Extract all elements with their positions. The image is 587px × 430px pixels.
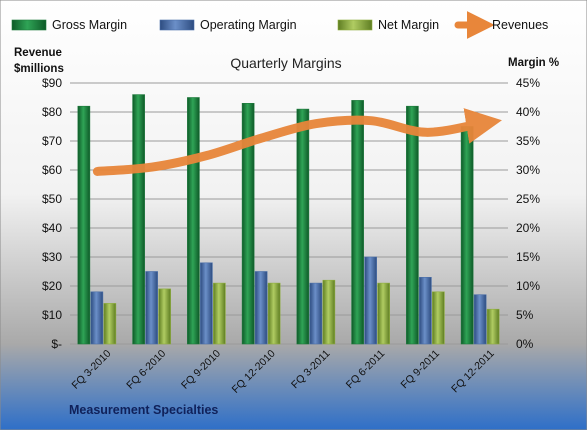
right-tick-label: 35% xyxy=(516,134,540,148)
gross-margin-bar xyxy=(132,94,145,345)
left-tick-label: $20 xyxy=(42,279,62,293)
legend-label: Gross Margin xyxy=(52,18,127,32)
left-axis-title-line-2: $millions xyxy=(14,63,64,75)
legend-swatch xyxy=(11,19,47,31)
left-tick-label: $60 xyxy=(42,163,62,177)
right-tick-label: 15% xyxy=(516,250,540,264)
operating-margin-bar xyxy=(145,271,158,345)
operating-margin-bar xyxy=(90,291,104,345)
operating-margin-bar xyxy=(364,256,377,345)
revenues-line xyxy=(92,108,502,176)
gross-margin-bar xyxy=(460,126,474,345)
right-tick-label: 25% xyxy=(516,192,540,206)
left-tick-label: $30 xyxy=(42,250,62,264)
left-axis-title-line-1: Revenue xyxy=(14,47,62,59)
left-tick-label: $90 xyxy=(42,76,62,90)
gross-margin-bar xyxy=(241,103,255,345)
operating-margin-bar xyxy=(254,271,268,345)
legend-label: Net Margin xyxy=(378,18,439,32)
left-tick-label: $40 xyxy=(42,221,62,235)
operating-margin-bar xyxy=(473,294,487,345)
left-tick-label: $- xyxy=(51,337,62,351)
net-margin-bar xyxy=(103,303,117,345)
gross-margin-bar xyxy=(187,97,200,345)
operating-margin-bar xyxy=(419,276,432,345)
right-tick-label: 45% xyxy=(516,76,540,90)
right-tick-label: 40% xyxy=(516,105,540,119)
operating-margin-bar xyxy=(309,282,323,345)
legend-label: Operating Margin xyxy=(200,18,297,32)
left-tick-label: $70 xyxy=(42,134,62,148)
right-tick-label: 5% xyxy=(516,308,534,322)
gross-margin-bar xyxy=(296,108,310,345)
line-series xyxy=(92,108,502,176)
left-tick-label: $50 xyxy=(42,192,62,206)
net-margin-bar xyxy=(377,282,390,345)
right-axis-ticks: 0% 5% 10% 15% 20% 25% 30% 35% 40% 45% xyxy=(516,76,540,351)
net-margin-bar xyxy=(158,288,171,345)
right-tick-label: 0% xyxy=(516,337,534,351)
left-axis-ticks: $- $10 $20 $30 $40 $50 $60 $70 $80 $90 xyxy=(42,76,62,351)
footer-label: Measurement Specialties xyxy=(69,403,218,417)
legend-swatch xyxy=(337,19,373,31)
net-margin-bar xyxy=(486,308,500,345)
operating-margin-bar xyxy=(200,262,213,345)
net-margin-bar xyxy=(267,282,281,345)
legend: Gross Margin Operating Margin Net Margin Re… xyxy=(11,11,548,39)
net-margin-bar xyxy=(432,291,445,345)
legend-swatch xyxy=(159,19,195,31)
gross-margin-bar xyxy=(351,100,364,345)
right-tick-label: 20% xyxy=(516,221,540,235)
left-axis-title: Revenue $millions xyxy=(14,47,65,75)
gross-margin-bar xyxy=(77,105,91,345)
right-tick-label: 30% xyxy=(516,163,540,177)
net-margin-bar xyxy=(322,279,336,345)
net-margin-bar xyxy=(213,282,226,345)
gross-margin-bar xyxy=(406,105,419,345)
chart-title: Quarterly Margins xyxy=(230,55,341,71)
right-axis-title: Margin % xyxy=(508,57,559,69)
right-tick-label: 10% xyxy=(516,279,540,293)
legend-label: Revenues xyxy=(492,18,548,32)
left-tick-label: $10 xyxy=(42,308,62,322)
bar-series xyxy=(77,94,500,345)
left-tick-label: $80 xyxy=(42,105,62,119)
